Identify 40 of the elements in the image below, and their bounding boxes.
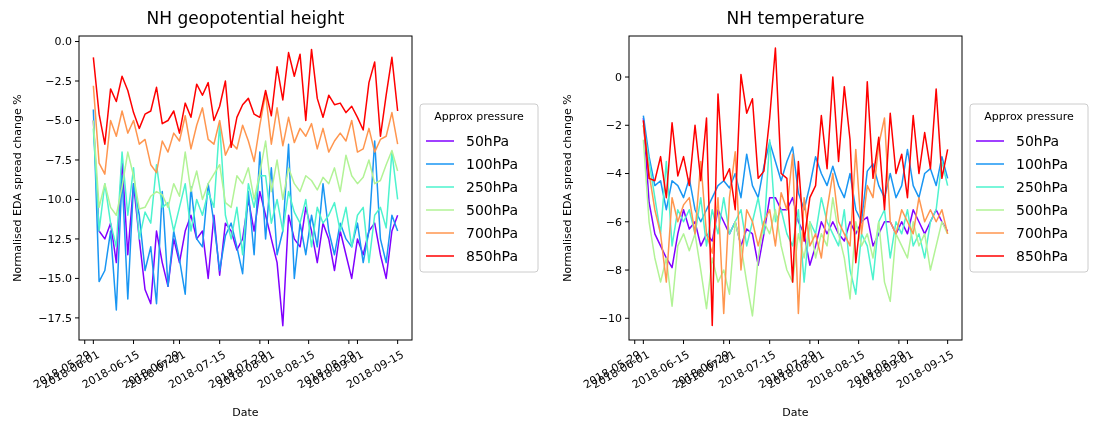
y-tick-label: −12.5	[38, 232, 72, 246]
legend-title: Approx pressure	[984, 110, 1075, 123]
legend-label: 700hPa	[466, 224, 518, 241]
legend-label: 250hPa	[466, 178, 518, 195]
line-series	[92, 48, 399, 149]
y-tick-label: −2	[605, 119, 622, 133]
y-tick-label: 0.0	[54, 35, 72, 49]
y-tick-label: 0	[615, 70, 622, 84]
y-tick-label: −4	[605, 167, 622, 181]
legend-label: 100hPa	[1016, 155, 1068, 172]
legend-label: 850hPa	[1016, 247, 1068, 264]
legend-label: 500hPa	[1016, 201, 1068, 218]
line-series	[642, 114, 949, 223]
legend-label: 100hPa	[466, 155, 518, 172]
legend-label: 50hPa	[1016, 132, 1060, 149]
y-tick-label: −10	[598, 312, 622, 326]
y-tick-label: −8	[605, 263, 622, 277]
y-tick-label: −6	[605, 215, 622, 229]
line-series	[92, 122, 399, 264]
line-series	[642, 47, 949, 327]
chart-title: NH geopotential height	[146, 8, 345, 28]
y-tick-label: −17.5	[38, 311, 72, 325]
y-tick-label: −2.5	[45, 74, 72, 88]
x-axis-title: Date	[232, 406, 259, 419]
x-axis-title: Date	[782, 406, 809, 419]
legend-label: 50hPa	[466, 132, 510, 149]
y-tick-label: −5.0	[45, 114, 72, 128]
legend-title: Approx pressure	[434, 110, 525, 123]
legend-label: 500hPa	[466, 201, 518, 218]
y-tick-label: −15.0	[38, 272, 72, 286]
y-tick-label: −7.5	[45, 153, 72, 167]
line-series	[92, 119, 399, 216]
legend-label: 700hPa	[1016, 224, 1068, 241]
legend-label: 850hPa	[466, 247, 518, 264]
y-tick-label: −10.0	[38, 193, 72, 207]
legend-label: 250hPa	[1016, 178, 1068, 195]
y-axis-title: Normalised EDA spread change %	[11, 94, 24, 282]
line-series	[92, 85, 399, 175]
chart-title: NH temperature	[726, 8, 865, 28]
y-axis-title: Normalised EDA spread change %	[561, 94, 574, 282]
